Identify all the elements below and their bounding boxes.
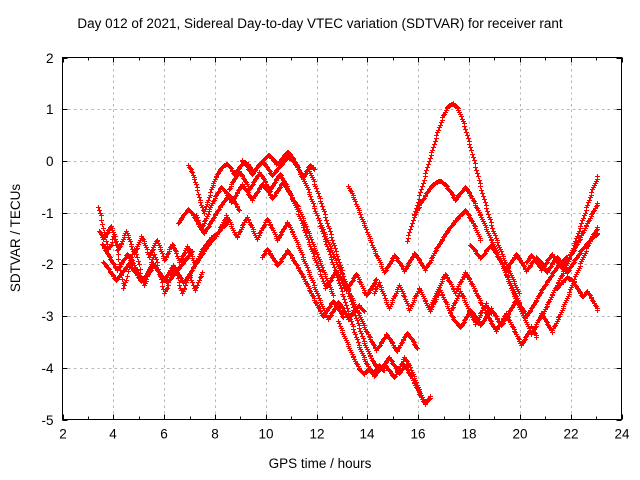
x-tick-label: 10: [258, 427, 273, 442]
x-tick-label: 8: [211, 427, 219, 442]
y-tick-label: -3: [41, 309, 53, 324]
series-arc-10: [318, 221, 420, 354]
series-arc-06: [214, 213, 367, 322]
x-tick-label: 24: [614, 427, 630, 442]
series-arc-23: [176, 193, 242, 236]
plot-frame: [61, 56, 623, 421]
y-tick-label: 0: [46, 154, 54, 169]
y-tick-label: 1: [46, 102, 54, 117]
x-tick-label: 4: [109, 427, 117, 442]
series-arc-24: [101, 249, 195, 285]
x-tick-label: 14: [359, 427, 375, 442]
series-arc-18: [504, 225, 600, 337]
x-tick-label: 12: [309, 427, 324, 442]
x-tick-label: 6: [160, 427, 168, 442]
page-title: Day 012 of 2021, Sidereal Day-to-day VTE…: [77, 16, 563, 31]
y-tick-label: -5: [41, 413, 53, 428]
x-tick-label: 16: [410, 427, 425, 442]
x-tick-label: 20: [512, 427, 527, 442]
series-arc-22: [336, 319, 433, 407]
data-points: [96, 101, 600, 407]
series-arc-21: [555, 275, 600, 313]
x-tick-label: 2: [59, 427, 67, 442]
series-arc-20: [539, 174, 600, 319]
y-axis-label: SDTVAR / TECUs: [8, 184, 23, 293]
series-arc-25: [260, 247, 346, 320]
x-tick-label: 18: [461, 427, 476, 442]
series-arc-07: [227, 169, 379, 298]
y-tick-label: -4: [41, 361, 53, 376]
x-axis-label: GPS time / hours: [269, 456, 372, 471]
x-tick-label: 22: [563, 427, 578, 442]
series-arc-11: [346, 184, 483, 275]
y-tick-label: -2: [41, 257, 53, 272]
tick-marks: [62, 57, 624, 422]
y-tick-label: -1: [41, 206, 53, 221]
grid-lines: [62, 57, 622, 420]
y-tick-label: 2: [46, 51, 54, 66]
